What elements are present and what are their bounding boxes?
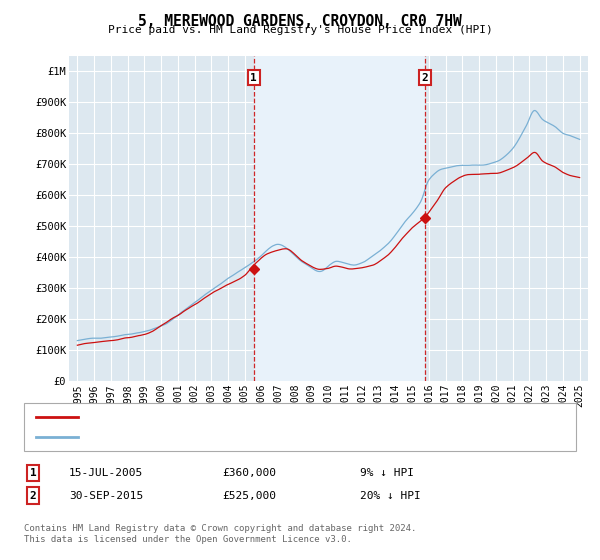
Text: 20% ↓ HPI: 20% ↓ HPI	[360, 491, 421, 501]
Text: 15-JUL-2005: 15-JUL-2005	[69, 468, 143, 478]
Text: 1: 1	[29, 468, 37, 478]
Text: 2: 2	[29, 491, 37, 501]
Text: £360,000: £360,000	[222, 468, 276, 478]
Text: 2: 2	[421, 73, 428, 83]
Text: 30-SEP-2015: 30-SEP-2015	[69, 491, 143, 501]
Text: HPI: Average price, detached house, Croydon: HPI: Average price, detached house, Croy…	[87, 432, 356, 442]
Bar	[254, 56, 425, 381]
Text: 1: 1	[250, 73, 257, 83]
Text: 9% ↓ HPI: 9% ↓ HPI	[360, 468, 414, 478]
Text: £525,000: £525,000	[222, 491, 276, 501]
Text: 5, MEREWOOD GARDENS, CROYDON, CR0 7HW: 5, MEREWOOD GARDENS, CROYDON, CR0 7HW	[138, 14, 462, 29]
Text: 5, MEREWOOD GARDENS, CROYDON, CR0 7HW (detached house): 5, MEREWOOD GARDENS, CROYDON, CR0 7HW (d…	[87, 412, 425, 422]
Text: Price paid vs. HM Land Registry's House Price Index (HPI): Price paid vs. HM Land Registry's House …	[107, 25, 493, 35]
Text: Contains HM Land Registry data © Crown copyright and database right 2024.
This d: Contains HM Land Registry data © Crown c…	[24, 524, 416, 544]
